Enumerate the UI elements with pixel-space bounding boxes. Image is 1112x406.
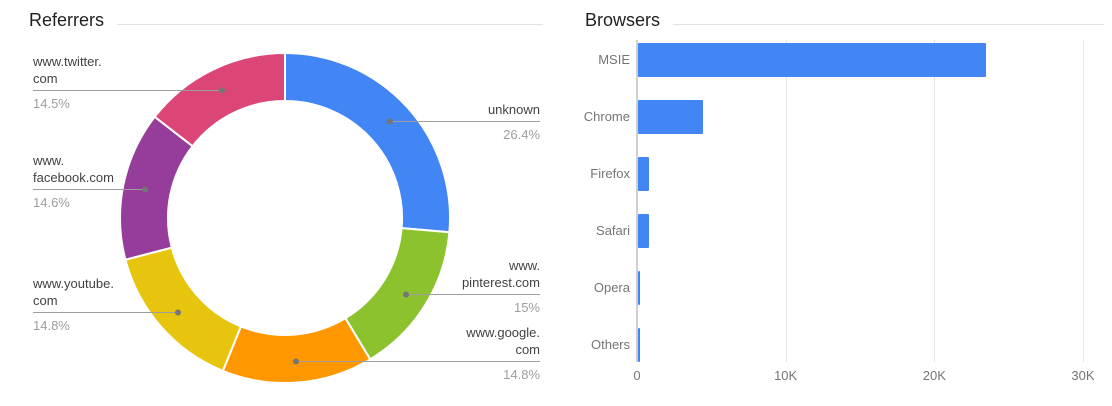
leader-dot bbox=[219, 87, 225, 94]
bar-opera[interactable] bbox=[638, 271, 641, 305]
slice-label-www-google-com: www.google. com bbox=[466, 324, 540, 358]
x-tick-label-20K: 20K bbox=[922, 368, 946, 383]
bar-chrome[interactable] bbox=[638, 100, 704, 134]
leader-dot bbox=[293, 358, 299, 365]
slice-label-line: com bbox=[515, 342, 540, 357]
slice-percent-label: 26.4% bbox=[503, 127, 540, 142]
browsers-bar-chart: 0 10K 20K 30K MSIE Chrome Firefox Safari Opera Ot… bbox=[557, 0, 1112, 406]
bar-category-label-firefox: Firefox bbox=[590, 166, 630, 181]
slice-percent-label: 15% bbox=[513, 300, 540, 315]
gridline-20K bbox=[934, 40, 936, 362]
slice-label-line: facebook.com bbox=[33, 170, 114, 185]
slice-label-line: www.twitter. bbox=[33, 54, 102, 69]
gridline-30K bbox=[1083, 40, 1084, 362]
slice-percent-label: 14.5% bbox=[33, 96, 70, 111]
referrers-header: Referrers bbox=[29, 9, 543, 31]
referrers-donut-chart: unknown 26.4% www. pinterest.com 15% www.goog… bbox=[33, 51, 540, 385]
bar-firefox[interactable] bbox=[638, 157, 650, 191]
bar-category-label-others: Others bbox=[590, 337, 630, 352]
slice-percent-label: 14.8% bbox=[33, 318, 70, 333]
leader-dot bbox=[142, 186, 148, 193]
slice-label-www-facebook-com: www. facebook.com bbox=[33, 152, 114, 186]
donut-svg bbox=[33, 51, 540, 385]
slice-percent-label: 14.6% bbox=[33, 195, 70, 210]
slice-label-line: com bbox=[33, 71, 58, 86]
y-axis-line bbox=[636, 40, 638, 362]
gridline-10K bbox=[785, 40, 787, 362]
slice-label-line: unknown bbox=[487, 102, 540, 117]
pie-slice-www-pinterest-com[interactable] bbox=[344, 227, 451, 361]
bar-category-label-safari: Safari bbox=[596, 223, 630, 238]
bar-safari[interactable] bbox=[638, 214, 649, 248]
browsers-title-divider bbox=[673, 23, 1104, 25]
pie-slice-unknown[interactable] bbox=[284, 51, 451, 234]
bar-category-label-chrome: Chrome bbox=[583, 109, 630, 124]
slice-label-unknown: unknown bbox=[488, 101, 540, 118]
x-tick-label-10K: 10K bbox=[774, 368, 798, 383]
pie-slice-www-twitter-com[interactable] bbox=[153, 51, 286, 148]
slice-label-www-pinterest-com: www. pinterest.com bbox=[462, 257, 540, 291]
browsers-title: Browsers bbox=[585, 10, 661, 30]
slice-label-www-youtube-com: www.youtube. com bbox=[33, 275, 114, 309]
slice-label-www-twitter-com: www.twitter. com bbox=[33, 53, 102, 87]
leader-dot bbox=[403, 291, 409, 298]
bar-msie[interactable] bbox=[638, 43, 986, 77]
browsers-panel: Browsers 0 10K 20K 30K MSIE Chrome Firefox Safa… bbox=[557, 0, 1112, 406]
leader-dot bbox=[175, 309, 181, 316]
slice-label-line: www.youtube. bbox=[33, 276, 114, 291]
referrers-title: Referrers bbox=[29, 10, 105, 30]
bar-category-label-msie: MSIE bbox=[598, 52, 630, 67]
browsers-header: Browsers bbox=[585, 9, 1104, 31]
bar-category-label-opera: Opera bbox=[593, 280, 630, 295]
slice-label-line: com bbox=[33, 293, 58, 308]
slice-label-line: www.google. bbox=[466, 325, 540, 340]
leader-dot bbox=[387, 118, 393, 125]
referrers-title-divider bbox=[117, 23, 543, 25]
bar-others[interactable] bbox=[638, 328, 640, 362]
pie-slice-www-google-com[interactable] bbox=[221, 316, 372, 385]
slice-label-line: www. bbox=[33, 153, 65, 168]
referrers-panel: Referrers unknown 26.4% www. pinterest.com 1… bbox=[29, 9, 543, 385]
x-tick-label-30K: 30K bbox=[1071, 368, 1095, 383]
pie-slice-www-youtube-com[interactable] bbox=[124, 246, 243, 373]
slice-percent-label: 14.8% bbox=[503, 367, 540, 382]
slice-label-line: pinterest.com bbox=[461, 275, 540, 290]
slice-label-line: www. bbox=[508, 258, 540, 273]
x-tick-label-0: 0 bbox=[633, 368, 641, 383]
